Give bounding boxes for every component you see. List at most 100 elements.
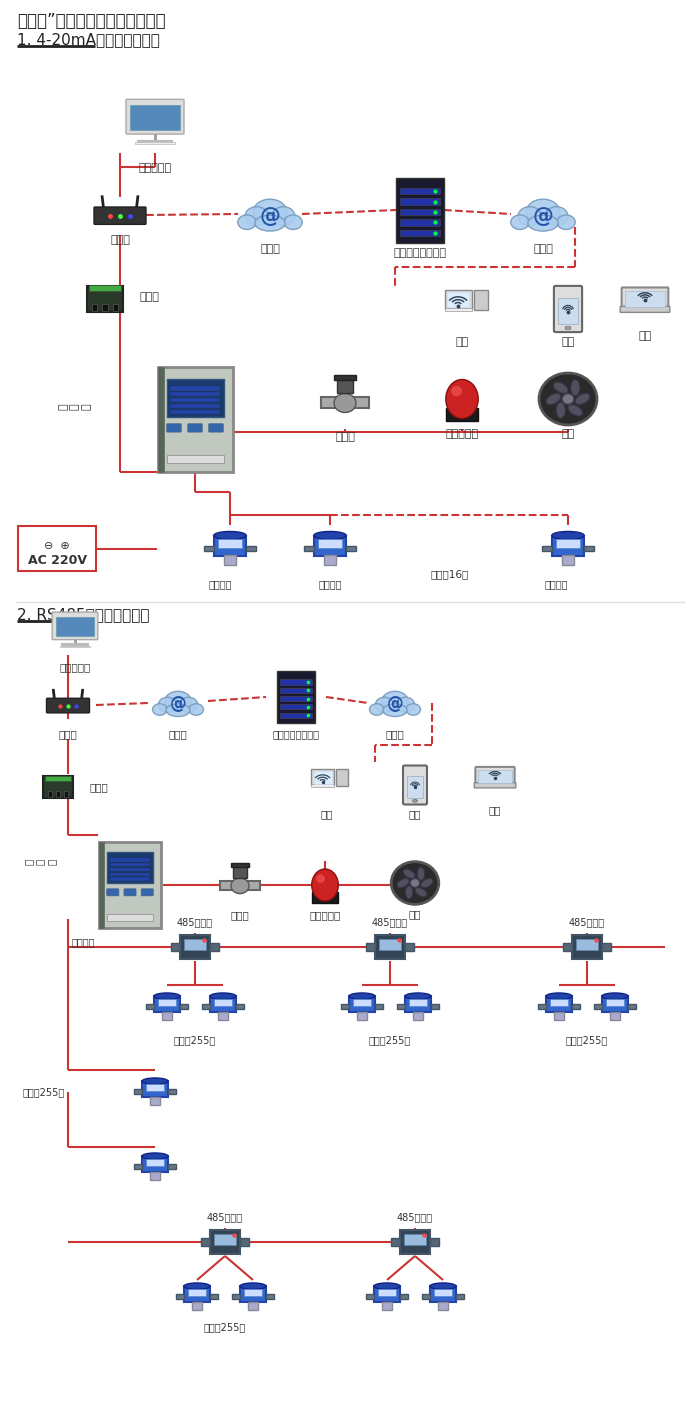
FancyBboxPatch shape <box>126 100 184 134</box>
Bar <box>280 680 312 685</box>
Text: 互联网: 互联网 <box>169 729 188 739</box>
Bar <box>154 996 180 1013</box>
Text: 485中继器: 485中继器 <box>177 917 213 927</box>
Ellipse shape <box>410 879 420 888</box>
Ellipse shape <box>214 532 246 539</box>
Text: 信号输出: 信号输出 <box>318 580 342 590</box>
Bar <box>407 777 423 798</box>
Bar <box>400 1230 430 1254</box>
Bar <box>538 1005 546 1009</box>
Ellipse shape <box>556 402 566 418</box>
Bar <box>202 1005 210 1009</box>
Ellipse shape <box>562 394 574 404</box>
Bar <box>99 841 161 929</box>
Bar <box>475 290 489 310</box>
Ellipse shape <box>568 405 582 416</box>
Bar <box>400 208 440 215</box>
Ellipse shape <box>166 704 190 716</box>
FancyBboxPatch shape <box>620 307 670 312</box>
Bar <box>87 286 123 312</box>
Ellipse shape <box>421 878 433 888</box>
Bar <box>625 291 665 307</box>
Bar <box>365 944 375 951</box>
Ellipse shape <box>210 993 236 999</box>
Text: @: @ <box>533 205 554 227</box>
Bar <box>430 1238 440 1245</box>
Bar <box>110 868 150 871</box>
Bar <box>400 189 440 194</box>
Ellipse shape <box>312 870 338 900</box>
Bar <box>349 996 375 1013</box>
FancyBboxPatch shape <box>475 782 516 788</box>
Bar <box>150 1096 160 1104</box>
Bar <box>628 1005 636 1009</box>
Bar <box>314 536 346 556</box>
Ellipse shape <box>397 878 410 888</box>
Bar <box>396 177 444 242</box>
Ellipse shape <box>375 698 393 712</box>
Bar <box>158 366 232 471</box>
Bar <box>184 938 206 950</box>
Bar <box>99 841 104 929</box>
Bar <box>280 705 312 709</box>
Bar <box>171 944 180 951</box>
Text: 485中继器: 485中继器 <box>372 917 408 927</box>
Text: 安铂尔网络服务器: 安铂尔网络服务器 <box>393 248 447 257</box>
Bar <box>552 536 584 556</box>
Bar <box>409 999 427 1006</box>
Text: AC 220V: AC 220V <box>27 553 87 567</box>
Bar <box>323 554 337 564</box>
Ellipse shape <box>546 394 561 405</box>
Bar <box>150 1172 160 1179</box>
Bar <box>431 1005 439 1009</box>
FancyBboxPatch shape <box>56 616 94 636</box>
Bar <box>92 304 97 311</box>
Text: 机气猫”系列带显示固定式检测仪: 机气猫”系列带显示固定式检测仪 <box>17 13 166 30</box>
Text: 通
讯
线: 通 讯 线 <box>23 858 57 865</box>
Ellipse shape <box>179 698 197 712</box>
Bar <box>554 1012 564 1020</box>
Bar <box>142 1157 168 1172</box>
Bar <box>304 546 314 552</box>
Bar <box>550 999 568 1006</box>
Bar <box>170 409 220 414</box>
Bar <box>45 775 71 781</box>
Text: 转换器: 转换器 <box>140 293 160 303</box>
Bar <box>280 712 312 718</box>
Bar <box>334 376 356 380</box>
Bar <box>405 996 431 1013</box>
Bar <box>110 872 150 877</box>
Ellipse shape <box>575 394 590 405</box>
Bar <box>400 1294 407 1299</box>
Bar <box>357 1012 368 1020</box>
Bar <box>382 1301 392 1310</box>
Bar <box>106 915 153 922</box>
Text: 风机: 风机 <box>409 909 421 919</box>
Bar <box>188 1289 206 1296</box>
Bar <box>248 1301 258 1310</box>
Ellipse shape <box>189 704 204 715</box>
Text: 风机: 风机 <box>561 429 575 439</box>
Ellipse shape <box>253 200 287 224</box>
Bar <box>337 378 353 393</box>
Bar <box>610 1012 620 1020</box>
Text: 电脑: 电脑 <box>321 809 333 819</box>
Text: @: @ <box>260 205 281 227</box>
Ellipse shape <box>602 993 628 999</box>
Bar <box>312 892 338 903</box>
Ellipse shape <box>396 698 414 712</box>
Text: 可连接255台: 可连接255台 <box>369 1036 411 1045</box>
Text: 互联网: 互联网 <box>386 729 405 739</box>
Text: 通
讯
线: 通 讯 线 <box>58 404 92 411</box>
Bar <box>218 1012 228 1020</box>
Text: 手机: 手机 <box>561 338 575 348</box>
Text: @: @ <box>386 695 403 713</box>
Bar <box>422 1294 430 1299</box>
Text: 1. 4-20mA信号连接系统图: 1. 4-20mA信号连接系统图 <box>17 32 160 46</box>
Bar <box>134 1089 142 1093</box>
Ellipse shape <box>430 1283 456 1289</box>
Bar <box>280 696 312 701</box>
Bar <box>379 938 400 950</box>
Ellipse shape <box>391 861 439 905</box>
Bar <box>170 393 220 397</box>
